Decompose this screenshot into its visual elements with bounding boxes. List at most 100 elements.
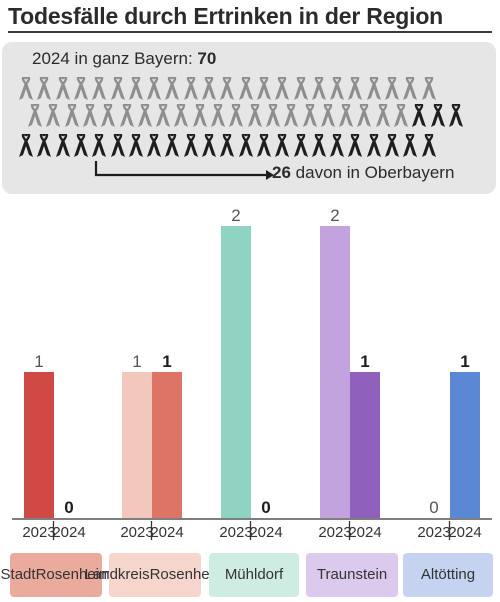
ribbon-icon xyxy=(384,76,400,101)
bavaria-total-line: 2024 in ganz Bayern: 70 xyxy=(32,49,216,69)
ribbon-icon xyxy=(366,133,382,158)
bar-2024 xyxy=(450,372,480,518)
data-label: 1 xyxy=(162,352,171,371)
bar-chart: 1 2023 0 2024 1 2023 1 2024 2 2023 0 2024 2 2023 1 2024… xyxy=(12,206,492,541)
ribbon-icon xyxy=(302,103,318,128)
ribbon-icon xyxy=(27,103,43,128)
data-label: 0 xyxy=(261,498,270,517)
ribbon-icon xyxy=(73,76,89,101)
ribbon-icon xyxy=(146,76,162,101)
ribbon-icon xyxy=(356,103,372,128)
ribbon-icon xyxy=(238,76,254,101)
ribbon-icon xyxy=(119,103,135,128)
ribbon-icon xyxy=(55,76,71,101)
ribbon-icon xyxy=(338,103,354,128)
ribbon-icon xyxy=(274,76,290,101)
ribbon-icon xyxy=(247,103,263,128)
oberbayern-label: davon in Oberbayern xyxy=(295,163,455,182)
year-tick-label: 2024 xyxy=(249,524,282,541)
ribbon-icon xyxy=(183,133,199,158)
data-label: 1 xyxy=(132,352,141,371)
data-label: 0 xyxy=(64,498,73,517)
year-tick-label: 2023 xyxy=(22,524,55,541)
ribbon-icon xyxy=(55,133,71,158)
ribbon-icon xyxy=(329,76,345,101)
chart-title: Todesfälle durch Ertrinken in der Region xyxy=(8,3,492,33)
ribbon-icon xyxy=(375,103,391,128)
ribbon-icon xyxy=(402,76,418,101)
ribbon-icon xyxy=(183,76,199,101)
ribbon-icon xyxy=(366,76,382,101)
data-label: 1 xyxy=(460,352,469,371)
ribbon-icon xyxy=(311,133,327,158)
ribbon-icon xyxy=(256,133,272,158)
ribbon-icon xyxy=(274,133,290,158)
ribbon-icon xyxy=(146,133,162,158)
ribbon-icon xyxy=(228,103,244,128)
ribbon-icon xyxy=(18,76,34,101)
ribbon-icon xyxy=(347,76,363,101)
ribbon-icon xyxy=(110,133,126,158)
ribbon-icon-grid xyxy=(0,0,500,200)
ribbon-icon xyxy=(293,133,309,158)
ribbon-icon xyxy=(164,76,180,101)
ribbon-icon xyxy=(155,103,171,128)
ribbon-icon xyxy=(384,133,400,158)
ribbon-icon xyxy=(192,103,208,128)
data-label: 0 xyxy=(429,498,438,517)
ribbon-icon xyxy=(329,133,345,158)
bar-2024 xyxy=(152,372,182,518)
ribbon-icon xyxy=(256,76,272,101)
bar-2023 xyxy=(320,226,350,518)
ribbon-icon xyxy=(36,76,52,101)
year-tick-label: 2024 xyxy=(150,524,183,541)
year-tick-label: 2023 xyxy=(318,524,351,541)
year-tick-label: 2023 xyxy=(417,524,450,541)
ribbon-icon xyxy=(201,76,217,101)
ribbon-icon xyxy=(265,103,281,128)
ribbon-icon xyxy=(137,103,153,128)
ribbon-icon xyxy=(91,76,107,101)
ribbon-icon xyxy=(421,133,437,158)
ribbon-icon xyxy=(293,76,309,101)
ribbon-icon xyxy=(283,103,299,128)
ribbon-icon xyxy=(219,133,235,158)
ribbon-icon xyxy=(448,103,464,128)
ribbon-icon xyxy=(311,76,327,101)
ribbon-icon xyxy=(238,133,254,158)
ribbon-icon xyxy=(210,103,226,128)
ribbon-icon xyxy=(164,133,180,158)
oberbayern-count: 26 xyxy=(272,163,291,182)
ribbon-icon xyxy=(430,103,446,128)
ribbon-icon xyxy=(45,103,61,128)
ribbon-icon xyxy=(110,76,126,101)
region-label: Altötting xyxy=(403,553,493,597)
data-label: 2 xyxy=(231,206,240,225)
ribbon-icon xyxy=(219,76,235,101)
ribbon-icon xyxy=(402,133,418,158)
region-label: Landkreis Rosenheim xyxy=(85,553,225,597)
ribbon-icon xyxy=(73,133,89,158)
region-label: Stadt Rosenheim xyxy=(1,553,111,597)
ribbon-icon xyxy=(128,76,144,101)
year-tick-label: 2023 xyxy=(219,524,252,541)
ribbon-icon xyxy=(411,103,427,128)
oberbayern-line: 26 davon in Oberbayern xyxy=(272,163,454,183)
ribbon-icon xyxy=(18,133,34,158)
oberbayern-arrow xyxy=(94,161,274,180)
ribbon-icon xyxy=(347,133,363,158)
ribbon-icon xyxy=(201,133,217,158)
ribbon-icon xyxy=(100,103,116,128)
year-tick-label: 2024 xyxy=(348,524,381,541)
year-tick-label: 2024 xyxy=(448,524,481,541)
ribbon-icon xyxy=(36,133,52,158)
bar-2023 xyxy=(24,372,54,518)
bar-2023 xyxy=(221,226,251,518)
bavaria-total-value: 70 xyxy=(197,49,217,68)
bavaria-total-label: 2024 in ganz Bayern: xyxy=(32,49,193,68)
ribbon-icon xyxy=(128,133,144,158)
bavaria-info-box xyxy=(2,42,496,194)
ribbon-icon xyxy=(91,133,107,158)
ribbon-icon xyxy=(421,76,437,101)
ribbon-icon xyxy=(320,103,336,128)
